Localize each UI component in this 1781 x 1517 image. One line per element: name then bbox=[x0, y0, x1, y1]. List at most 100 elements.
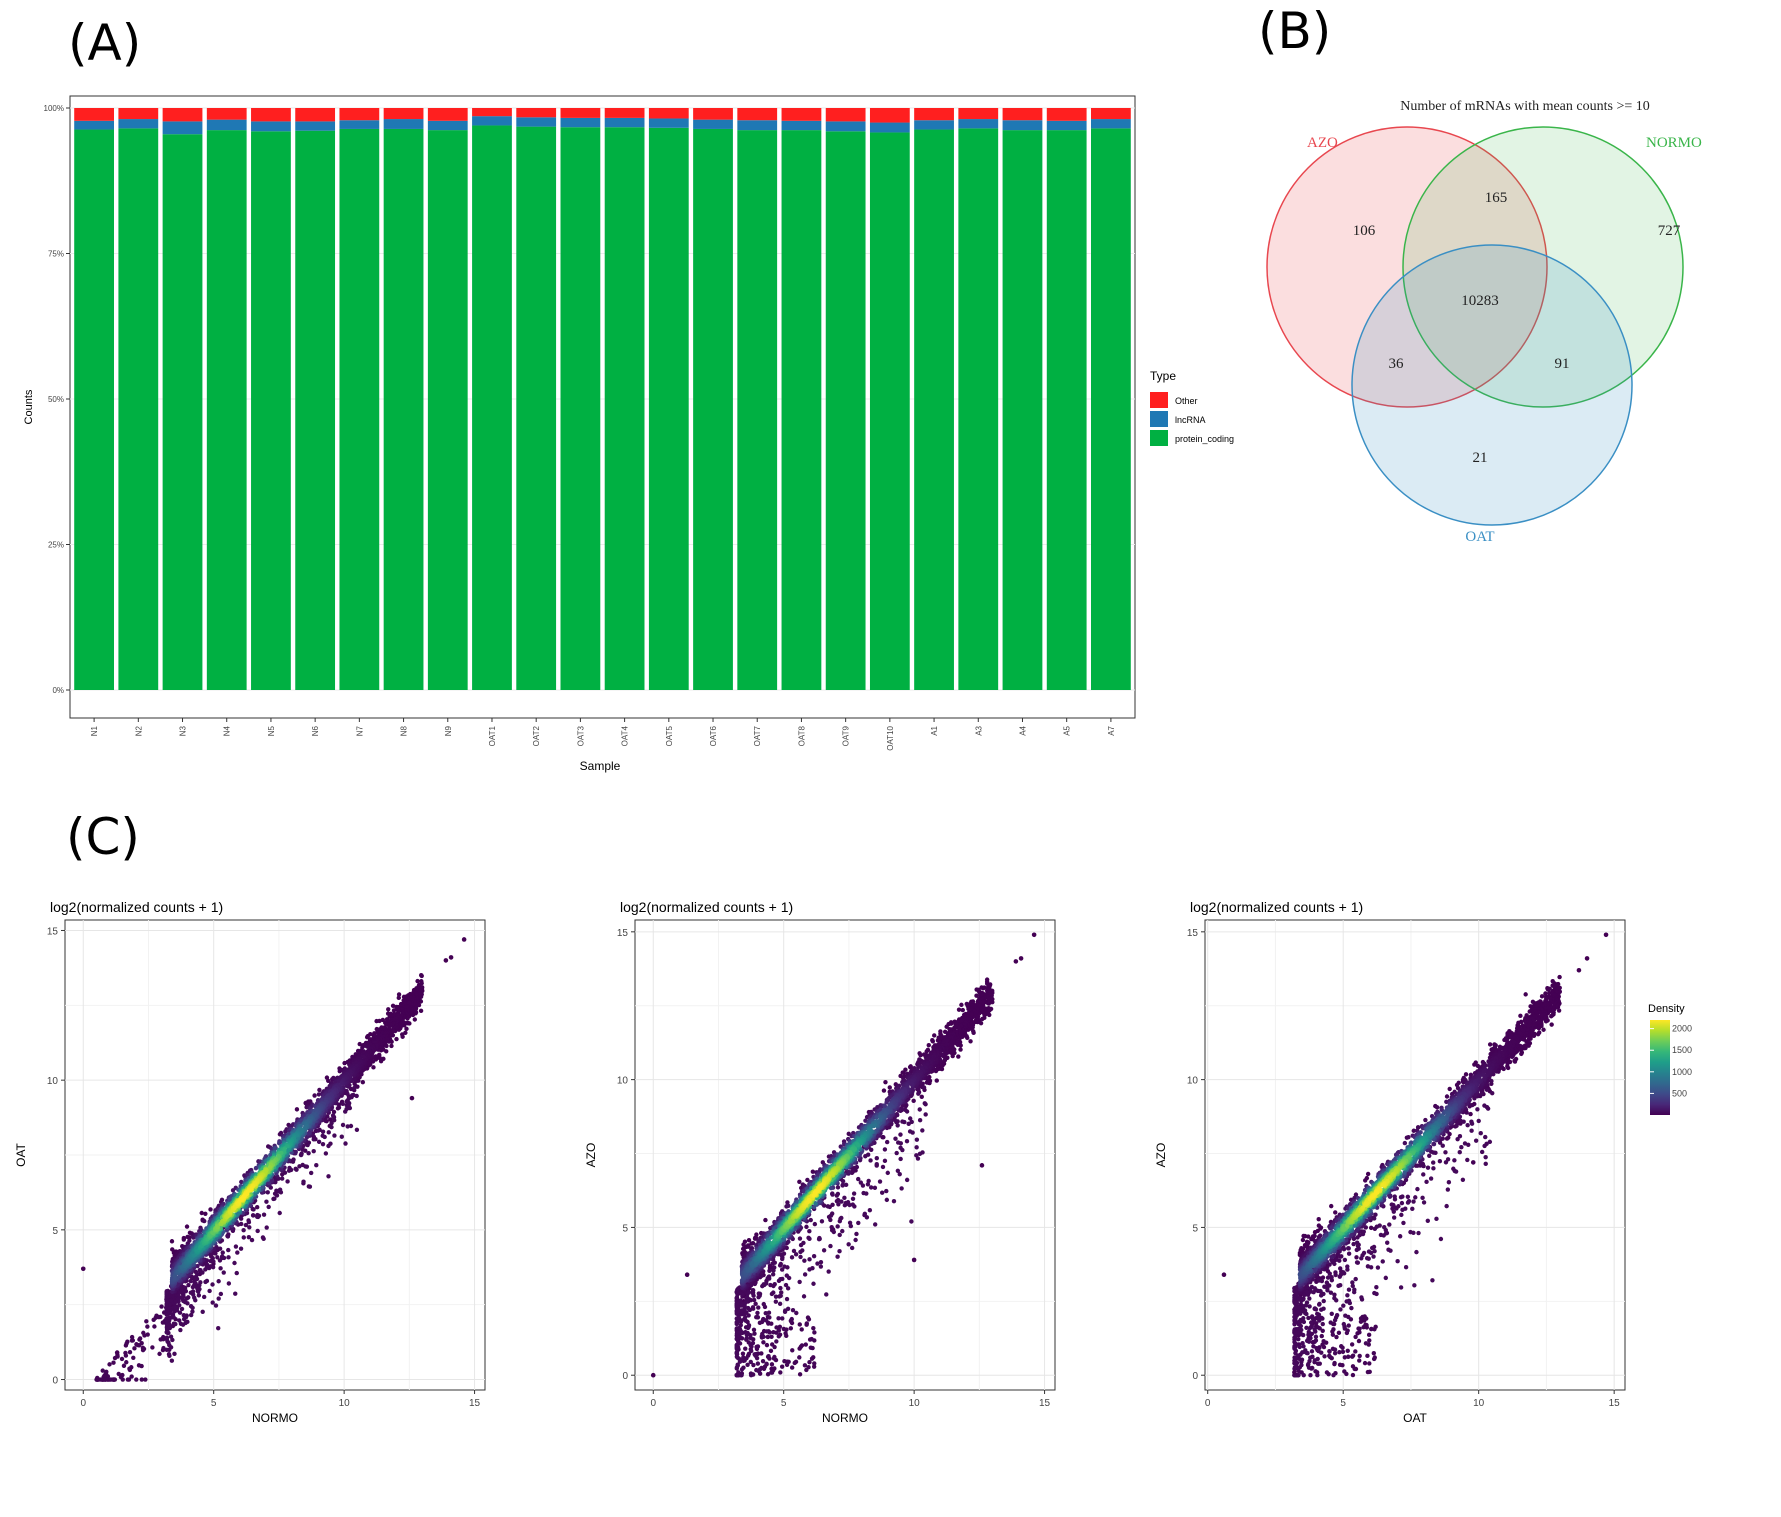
scatter-point bbox=[944, 1024, 949, 1029]
scatter-point bbox=[304, 1135, 310, 1140]
scatter-point bbox=[215, 1255, 220, 1260]
scatter-point bbox=[199, 1210, 204, 1216]
x-tick-label: 5 bbox=[781, 1398, 787, 1409]
scatter-point bbox=[311, 1137, 316, 1142]
bar-segment-protein-coding bbox=[560, 127, 601, 691]
scatter-point bbox=[884, 1197, 890, 1203]
scatter-point bbox=[208, 1264, 213, 1269]
scatter-point bbox=[778, 1285, 783, 1291]
scatter-point bbox=[134, 1377, 139, 1382]
scatter-point bbox=[794, 1310, 799, 1316]
x-tick-label: OAT5 bbox=[665, 725, 674, 746]
scatter-point bbox=[326, 1130, 331, 1135]
bar-segment-protein-coding bbox=[383, 128, 424, 690]
scatter-point bbox=[119, 1356, 125, 1362]
scatter-point bbox=[752, 1352, 757, 1357]
scatter-point bbox=[204, 1258, 210, 1263]
scatter-point bbox=[290, 1159, 296, 1164]
scatter-point bbox=[734, 1296, 739, 1301]
venn-circle-oat bbox=[1351, 244, 1633, 526]
bar-segment-lncrna bbox=[1046, 120, 1087, 131]
scatter-point bbox=[760, 1331, 765, 1337]
scatter-point bbox=[283, 1129, 288, 1134]
scatter-point bbox=[760, 1358, 766, 1364]
scatter-point bbox=[812, 1221, 818, 1227]
scatter-point bbox=[391, 1008, 397, 1013]
scatter-point bbox=[835, 1191, 841, 1197]
scatter-point bbox=[745, 1362, 750, 1367]
scatter-point bbox=[797, 1236, 803, 1241]
scatter-point bbox=[157, 1351, 162, 1357]
scatter-point bbox=[271, 1196, 276, 1202]
scatter-point bbox=[809, 1336, 814, 1342]
legend-label-other: Other bbox=[1175, 396, 1198, 406]
scatter-point bbox=[818, 1259, 824, 1265]
scatter-point bbox=[192, 1276, 198, 1282]
scatter-point bbox=[849, 1245, 855, 1251]
scatter-point bbox=[177, 1310, 183, 1315]
bar-segment-lncrna bbox=[781, 120, 822, 131]
bar-segment-other bbox=[383, 108, 424, 120]
bar-segment-other bbox=[74, 108, 114, 121]
scatter-point bbox=[167, 1322, 172, 1327]
scatter-point bbox=[786, 1203, 791, 1208]
bar-segment-other bbox=[427, 108, 468, 121]
scatter-point bbox=[901, 1070, 906, 1075]
scatter-point bbox=[145, 1332, 150, 1337]
scatter-point bbox=[934, 1078, 939, 1083]
scatter-point bbox=[790, 1348, 795, 1353]
scatter-point bbox=[282, 1147, 287, 1152]
scatter-point bbox=[826, 1269, 831, 1274]
scatter-point bbox=[764, 1329, 770, 1334]
scatter-point bbox=[847, 1202, 852, 1208]
scatter-point bbox=[298, 1152, 304, 1158]
scatter-point bbox=[316, 1092, 322, 1097]
y-tick-label: 100% bbox=[44, 104, 64, 113]
scatter-point bbox=[250, 1213, 256, 1218]
scatter-point bbox=[123, 1353, 129, 1358]
scatter-point bbox=[264, 1199, 269, 1204]
x-tick-label: N3 bbox=[179, 725, 188, 736]
bar-segment-other bbox=[118, 108, 159, 120]
scatter-point bbox=[168, 1345, 174, 1350]
scatter-point bbox=[839, 1199, 844, 1204]
bar-segment-protein-coding bbox=[206, 130, 247, 691]
scatter-point bbox=[874, 1155, 879, 1161]
bar-segment-other bbox=[958, 108, 999, 120]
scatter-point bbox=[903, 1107, 908, 1113]
bar-segment-protein-coding bbox=[74, 129, 114, 690]
scatter-point bbox=[883, 1079, 888, 1085]
bar-segment-other bbox=[737, 108, 778, 121]
scatter-point bbox=[261, 1212, 267, 1217]
scatter-point bbox=[835, 1254, 840, 1259]
scatter-point bbox=[856, 1176, 861, 1182]
scatter-point bbox=[835, 1197, 841, 1203]
y-tick-label: 5 bbox=[52, 1226, 58, 1237]
scatter-point bbox=[763, 1318, 769, 1323]
scatter-point bbox=[347, 1105, 353, 1111]
scatter-point bbox=[94, 1377, 99, 1382]
scatter-point bbox=[219, 1254, 225, 1259]
bar-segment-protein-coding bbox=[339, 128, 380, 690]
scatter-point bbox=[862, 1212, 867, 1218]
scatter-point bbox=[804, 1321, 810, 1326]
bar-segment-lncrna bbox=[693, 119, 733, 129]
scatter-point bbox=[872, 1222, 878, 1227]
scatter-point bbox=[802, 1272, 808, 1277]
scatter-point bbox=[170, 1337, 175, 1343]
scatter-point bbox=[404, 1026, 409, 1032]
scatter-point bbox=[798, 1242, 804, 1248]
scatter-point bbox=[124, 1341, 129, 1346]
scatter-point bbox=[180, 1322, 186, 1327]
bar-segment-other bbox=[1046, 108, 1087, 121]
scatter-point bbox=[960, 1007, 966, 1013]
bar-segment-protein-coding bbox=[427, 130, 468, 691]
scatter-point bbox=[779, 1364, 785, 1369]
x-tick-label: OAT1 bbox=[488, 725, 497, 746]
x-tick-label: 0 bbox=[650, 1398, 656, 1409]
scatter-point bbox=[856, 1220, 861, 1226]
scatter-point bbox=[751, 1327, 757, 1332]
scatter-point bbox=[917, 1151, 923, 1157]
scatter-point bbox=[352, 1085, 357, 1091]
bar-segment-protein-coding bbox=[604, 127, 645, 691]
